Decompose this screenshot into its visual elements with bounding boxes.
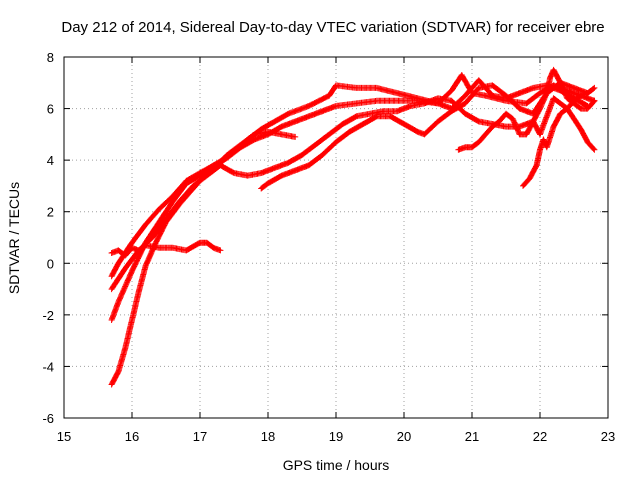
x-tick-label: 23	[601, 429, 615, 444]
y-tick-label: -6	[42, 411, 54, 426]
y-tick-label: -2	[42, 308, 54, 323]
x-tick-label: 22	[533, 429, 547, 444]
y-tick-label: -4	[42, 359, 54, 374]
y-tick-label: 8	[47, 50, 54, 65]
x-tick-label: 21	[465, 429, 479, 444]
x-axis-label: GPS time / hours	[283, 457, 390, 473]
data-series-7	[455, 66, 598, 153]
data-series-8	[520, 90, 591, 189]
axis-ticks: 15 16 17 18 19 20 21 22 23 -6 -4 -2 0 2 4 6 8	[42, 50, 615, 444]
x-tick-label: 19	[329, 429, 343, 444]
data-series-6	[258, 79, 598, 192]
y-tick-label: 2	[47, 205, 54, 220]
chart-title: Day 212 of 2014, Sidereal Day-to-day VTE…	[61, 19, 604, 36]
y-tick-label: 6	[47, 102, 54, 117]
x-tick-label: 18	[261, 429, 275, 444]
x-tick-label: 20	[397, 429, 411, 444]
x-tick-label: 15	[57, 429, 71, 444]
data-series	[108, 66, 598, 388]
y-tick-label: 4	[47, 153, 54, 168]
y-tick-label: 0	[47, 256, 54, 271]
data-series-5	[108, 95, 598, 293]
y-axis-label: SDTVAR / TECUs	[6, 182, 22, 294]
x-tick-label: 17	[193, 429, 207, 444]
x-tick-label: 16	[125, 429, 139, 444]
